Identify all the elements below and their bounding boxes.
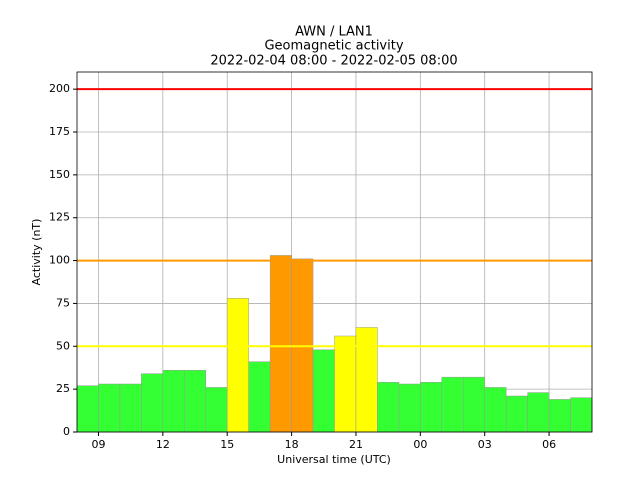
bar	[505, 395, 528, 433]
bar	[269, 255, 292, 433]
y-axis-label: Activity (nT)	[30, 219, 43, 286]
bar	[205, 387, 228, 433]
bar	[463, 376, 485, 433]
x-axis-label: Universal time (UTC)	[277, 453, 391, 466]
y-tick-label: 200	[49, 82, 70, 95]
y-tick-label: 125	[49, 211, 70, 224]
y-tick-label: 50	[56, 339, 70, 352]
x-tick-label: 15	[220, 438, 234, 451]
chart-subtitle: Geomagnetic activity	[264, 39, 403, 54]
bar	[76, 385, 99, 433]
bar	[441, 376, 464, 433]
bar	[312, 349, 335, 433]
bar	[377, 382, 400, 433]
y-tick-label: 175	[49, 125, 70, 138]
chart-title: AWN / LAN1	[295, 25, 373, 40]
bar	[398, 383, 421, 433]
x-tick-label: 18	[285, 438, 299, 451]
bar	[548, 399, 571, 433]
x-tick-label: 06	[542, 438, 556, 451]
x-tick-label: 12	[156, 438, 170, 451]
bar	[484, 387, 507, 433]
bar	[184, 370, 207, 433]
bar	[119, 383, 142, 433]
y-tick-label: 100	[49, 254, 70, 267]
y-tick-label: 25	[56, 382, 70, 395]
bar	[162, 370, 185, 433]
y-tick-label: 75	[56, 296, 70, 309]
bar	[355, 327, 378, 433]
x-tick-label: 09	[91, 438, 105, 451]
bar	[527, 392, 550, 433]
bar	[226, 298, 249, 433]
y-tick-label: 150	[49, 168, 70, 181]
x-tick-label: 00	[413, 438, 427, 451]
bar	[248, 361, 271, 433]
bar	[98, 383, 121, 433]
bar	[141, 373, 164, 433]
plot-frame	[76, 71, 593, 433]
bar	[570, 397, 593, 433]
chart-period: 2022-02-04 08:00 - 2022-02-05 08:00	[210, 54, 457, 69]
bar	[334, 335, 357, 433]
x-tick-label: 21	[349, 438, 363, 451]
y-tick-label: 0	[63, 425, 70, 438]
x-tick-label: 03	[478, 438, 492, 451]
bar	[420, 382, 443, 433]
